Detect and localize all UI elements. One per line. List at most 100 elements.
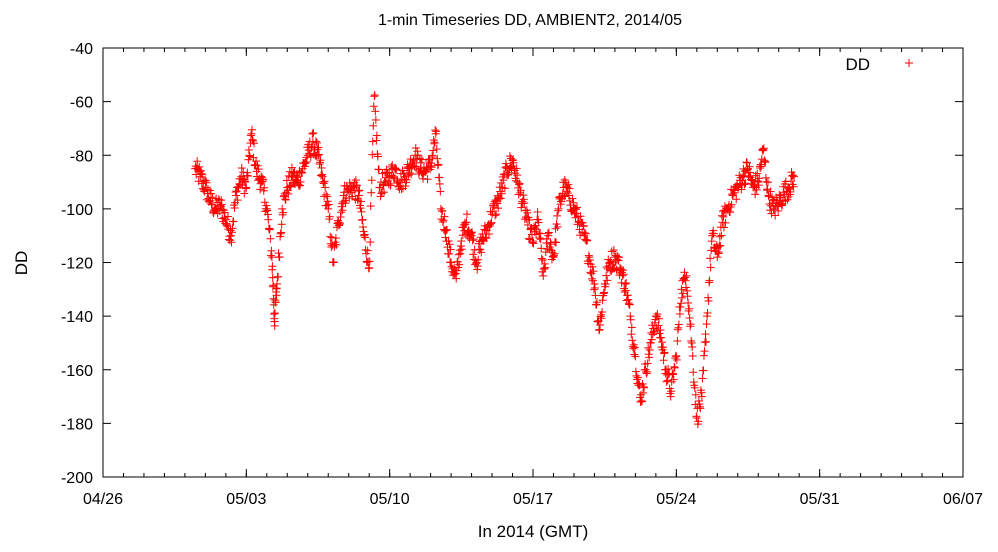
data-point — [329, 258, 338, 267]
data-point — [570, 209, 579, 218]
data-point — [207, 189, 216, 198]
data-point — [243, 171, 252, 180]
data-point — [251, 160, 260, 169]
data-point — [696, 404, 705, 413]
data-point — [752, 185, 761, 194]
data-point — [600, 288, 609, 297]
data-point — [368, 137, 377, 146]
data-point — [357, 197, 365, 206]
data-point — [746, 168, 755, 177]
data-point — [323, 192, 332, 201]
data-point — [259, 175, 268, 184]
data-point — [621, 286, 630, 295]
data-point — [469, 235, 478, 244]
data-point — [298, 168, 307, 177]
data-point — [372, 131, 381, 140]
data-point — [240, 189, 249, 198]
data-point — [700, 347, 709, 356]
data-point — [467, 231, 476, 240]
data-point — [673, 336, 682, 345]
data-point — [633, 373, 642, 382]
data-point — [546, 240, 555, 249]
data-point — [361, 233, 370, 242]
data-point — [707, 237, 716, 246]
data-point — [228, 224, 237, 233]
data-point — [320, 177, 329, 186]
data-point — [317, 163, 326, 172]
data-point — [324, 200, 333, 209]
data-point — [436, 204, 445, 213]
data-point — [313, 145, 322, 154]
data-point — [705, 278, 714, 287]
data-point — [717, 211, 726, 220]
data-point — [553, 211, 562, 220]
data-point — [715, 232, 724, 241]
data-point — [486, 220, 494, 229]
data-point — [721, 218, 730, 227]
data-point — [254, 165, 263, 174]
data-point — [468, 228, 477, 237]
data-point — [753, 169, 762, 178]
data-point — [372, 136, 381, 145]
data-point — [205, 186, 214, 195]
data-point — [494, 204, 503, 213]
data-point — [278, 210, 287, 219]
data-point — [433, 161, 442, 170]
data-point — [225, 236, 234, 245]
data-point — [634, 379, 643, 388]
legend-marker-dd — [905, 59, 913, 67]
data-point — [326, 232, 335, 241]
data-point — [713, 253, 722, 262]
data-point — [781, 197, 790, 206]
data-point — [487, 219, 496, 228]
data-point — [441, 226, 450, 235]
data-point — [554, 204, 563, 213]
data-point — [512, 164, 521, 173]
data-point — [667, 377, 676, 386]
data-point — [543, 229, 552, 238]
data-point — [554, 206, 563, 215]
data-point — [438, 217, 447, 226]
data-point — [264, 215, 273, 224]
data-point — [391, 165, 400, 174]
data-point — [391, 164, 400, 173]
data-point — [669, 375, 678, 384]
data-point — [429, 136, 438, 145]
data-point — [579, 222, 588, 231]
data-point — [220, 213, 229, 222]
data-point — [787, 177, 795, 186]
data-point — [671, 354, 680, 363]
data-point — [754, 181, 763, 190]
data-point — [628, 336, 637, 345]
data-point — [572, 205, 580, 214]
data-point — [281, 195, 290, 204]
data-point — [268, 262, 277, 271]
data-point — [201, 176, 210, 185]
data-point — [358, 215, 367, 224]
data-point — [590, 283, 599, 292]
data-point — [434, 160, 443, 169]
data-point — [457, 245, 466, 254]
data-point — [615, 253, 623, 262]
data-point — [319, 179, 328, 188]
data-point — [687, 338, 696, 347]
data-point — [588, 276, 597, 285]
y-tick-label: -40 — [70, 41, 93, 58]
data-point — [717, 231, 726, 240]
data-point — [684, 306, 693, 315]
data-point — [704, 293, 713, 302]
data-point — [509, 158, 518, 167]
data-point — [253, 161, 262, 170]
data-point — [599, 289, 608, 298]
data-point — [684, 298, 693, 307]
data-point — [581, 229, 590, 238]
data-point — [683, 292, 692, 301]
data-point — [579, 221, 588, 230]
data-point — [371, 107, 380, 116]
data-point — [404, 162, 413, 171]
data-point — [573, 203, 582, 212]
data-point — [536, 229, 545, 238]
data-point — [290, 168, 299, 177]
data-point — [440, 212, 449, 221]
data-point — [585, 255, 594, 264]
